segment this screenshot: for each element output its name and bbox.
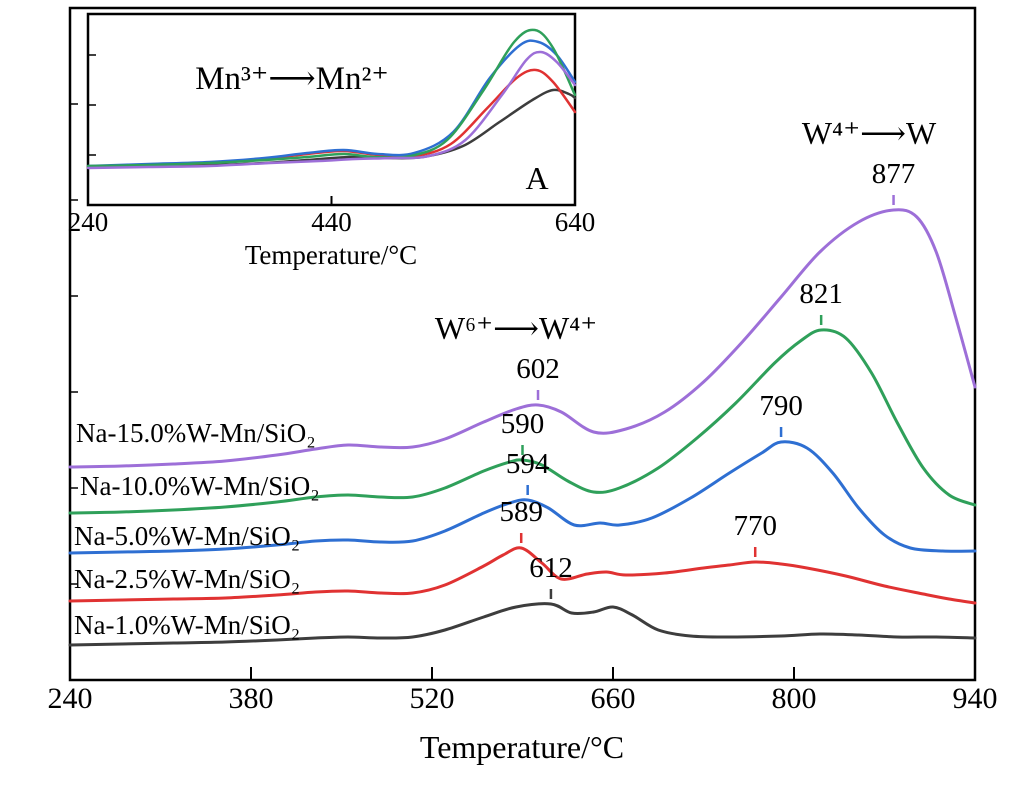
main-x-tick-label: 240 (47, 682, 93, 715)
annotation-w4-to-w: W⁴⁺⟶W (801, 115, 937, 151)
series-label-na-15-0-w-mn-sio: Na-15.0%W-Mn/SiO₂ (76, 418, 316, 448)
main-x-tick-label: 800 (771, 682, 817, 715)
inset-plot (86, 12, 577, 207)
inset-x-tick-label: 240 (67, 207, 109, 237)
curve-na-15-0-w-mn-sio-inset (86, 50, 577, 170)
main-x-tick-label: 380 (228, 682, 274, 715)
main-x-tick-label: 520 (409, 682, 455, 715)
inset-x-tick-label: 440 (311, 207, 352, 237)
curve-na-5-0-w-mn-sio (68, 440, 977, 555)
main-x-tick-label: 660 (590, 682, 636, 715)
peak-label-770: 770 (733, 510, 777, 542)
peak-label-594: 594 (505, 448, 550, 480)
peak-label-612: 612 (529, 552, 573, 584)
curve-na-1-0-w-mn-sio (68, 602, 977, 647)
series-label-na-1-0-w-mn-sio: Na-1.0%W-Mn/SiO₂ (74, 610, 301, 640)
series-label-na-2-5-w-mn-sio: Na-2.5%W-Mn/SiO₂ (74, 564, 301, 594)
inset-xaxis-title: Temperature/°C (244, 240, 418, 270)
curve-na-10-0-w-mn-sio (68, 328, 977, 515)
curve-na-15-0-w-mn-sio (68, 208, 977, 469)
inset-x-tick-label: 640 (554, 207, 596, 237)
peak-label-590: 590 (500, 408, 545, 440)
peak-label-821: 821 (799, 278, 843, 310)
inset-frame (86, 12, 577, 207)
curve-na-2-5-w-mn-sio (68, 546, 977, 605)
peak-label-877: 877 (871, 158, 916, 190)
annotation-w6-to-w4: W⁶⁺⟶W⁴⁺ (434, 310, 598, 346)
main-xaxis-title: Temperature/°C (419, 729, 625, 765)
peak-label-589: 589 (499, 496, 543, 528)
annotation-mn3-to-mn2: Mn³⁺⟶Mn²⁺ (195, 61, 389, 97)
inset-panel-label: A (525, 160, 549, 196)
series-label-na-10-0-w-mn-sio: Na-10.0%W-Mn/SiO₂ (80, 471, 320, 501)
series-label-na-5-0-w-mn-sio: Na-5.0%W-Mn/SiO₂ (74, 521, 301, 551)
main-x-tick-label: 940 (952, 682, 998, 715)
peak-label-602: 602 (516, 353, 560, 385)
peak-label-790: 790 (759, 390, 803, 422)
